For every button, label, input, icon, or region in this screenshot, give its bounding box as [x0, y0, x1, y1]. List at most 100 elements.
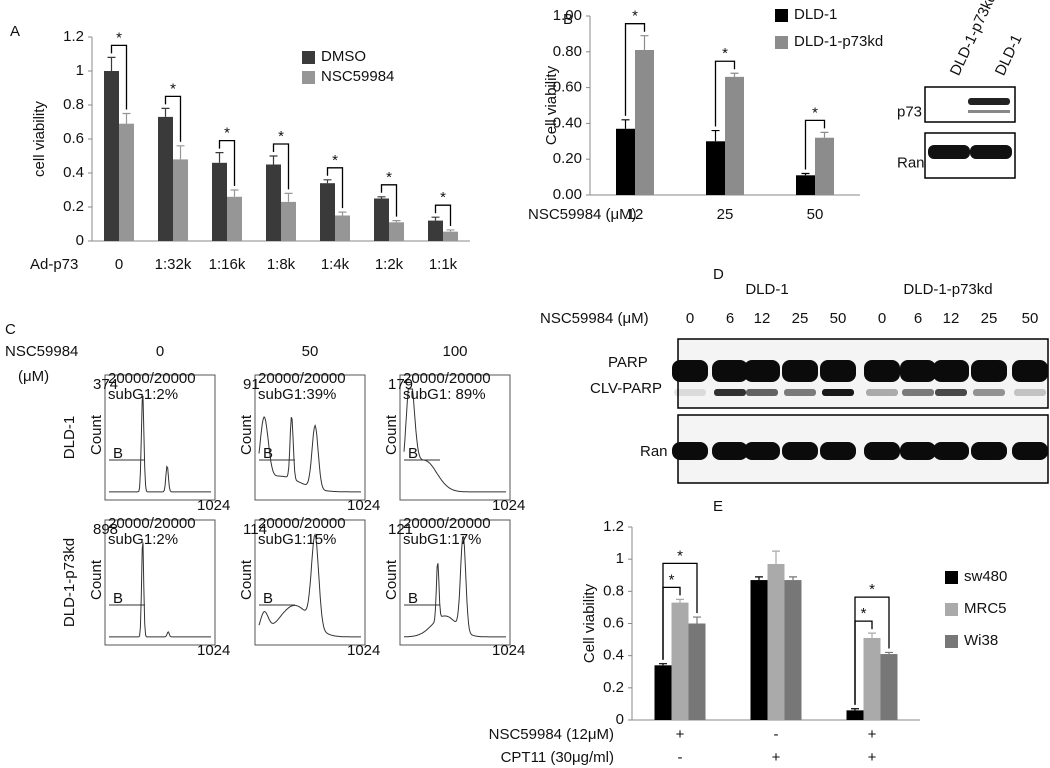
legend-label: sw480	[964, 568, 1007, 585]
band	[935, 389, 967, 396]
y-tick-label: 0.00	[553, 186, 582, 203]
error-bar	[122, 112, 131, 124]
legend-label: Wi38	[964, 632, 998, 649]
x-tick-label: 12	[627, 206, 644, 223]
band	[672, 442, 708, 460]
band	[864, 360, 900, 382]
x-tick-label: 1:1k	[429, 256, 458, 273]
bar	[767, 563, 785, 720]
histogram-ymax: 114	[243, 521, 267, 538]
histogram	[404, 536, 506, 638]
lane-label: 0	[686, 310, 694, 327]
band	[1012, 442, 1048, 460]
y-axis-label: Cell viability	[581, 583, 598, 663]
x-tick-label: 50	[807, 206, 824, 223]
lane-label: 12	[943, 310, 960, 327]
error-bar	[338, 211, 347, 216]
band	[712, 360, 748, 382]
y-tick-label: 0.80	[553, 43, 582, 60]
counter: 20000/20000	[403, 515, 491, 532]
bar	[750, 580, 768, 720]
histogram	[109, 542, 211, 638]
histogram-ylabel: Count	[383, 559, 400, 600]
significance-bracket	[714, 60, 736, 127]
histogram-xmax: 1024	[197, 497, 230, 514]
histogram	[109, 395, 211, 493]
group-label: DLD-1-p73kd	[903, 281, 992, 298]
legend-swatch	[302, 71, 315, 84]
dose-label: 0	[156, 343, 164, 360]
lane-label: 0	[878, 310, 886, 327]
significance-star: *	[722, 45, 728, 62]
band	[971, 360, 1007, 382]
gate-label: B	[263, 590, 273, 607]
band	[674, 389, 706, 396]
x-tick-label: 1:8k	[267, 256, 296, 273]
band	[1014, 389, 1046, 396]
condition-sign: +	[868, 726, 877, 743]
y-tick-label: 1	[616, 550, 624, 567]
error-bar	[377, 196, 386, 199]
y-axis-label: cell viability	[31, 101, 48, 177]
lane-label: 6	[914, 310, 922, 327]
bar	[863, 637, 881, 720]
band	[672, 360, 708, 382]
band	[820, 360, 856, 382]
bar	[119, 123, 134, 241]
lane-label: DLD-1-p73kd	[947, 0, 1000, 78]
histogram-ymax: 121	[388, 521, 413, 538]
significance-bracket	[164, 95, 182, 142]
bar	[796, 175, 815, 195]
histogram-ylabel: Count	[88, 559, 105, 600]
counter: 20000/20000	[108, 370, 196, 387]
x-tick-label: 1:16k	[209, 256, 246, 273]
x-tick-label: 0	[115, 256, 123, 273]
x-tick-label: 1:2k	[375, 256, 404, 273]
dose-label: 50	[302, 343, 319, 360]
error-bar	[885, 651, 893, 655]
bar	[880, 654, 898, 720]
counter: 20000/20000	[108, 515, 196, 532]
x-axis-label: Ad-p73	[30, 256, 78, 273]
bar	[212, 162, 227, 241]
error-bar	[789, 576, 797, 581]
condition-sign: +	[772, 749, 781, 766]
condition-sign: +	[676, 726, 685, 743]
y-tick-label: 1	[76, 62, 84, 79]
condition-label: CPT11 (30μg/ml)	[501, 749, 614, 766]
error-bar	[868, 632, 876, 638]
significance-star: *	[332, 152, 338, 169]
histogram-xmax: 1024	[197, 642, 230, 659]
treatment-label: NSC59984 (μM)	[540, 310, 649, 327]
y-tick-label: 0.2	[603, 679, 624, 696]
gate-label: B	[113, 590, 123, 607]
error-bar	[446, 229, 455, 232]
significance-bracket	[434, 204, 452, 226]
gate-label: B	[408, 590, 418, 607]
error-bar	[693, 616, 701, 624]
row-label: PARP	[608, 354, 648, 371]
error-bar	[284, 192, 293, 202]
band	[744, 442, 780, 460]
subg1-label: subG1:15%	[258, 531, 336, 548]
y-tick-label: 0.20	[553, 150, 582, 167]
band	[933, 442, 969, 460]
band	[784, 389, 816, 396]
y-tick-label: 0	[616, 711, 624, 728]
band	[933, 360, 969, 382]
band	[968, 110, 1010, 113]
band	[782, 442, 818, 460]
histogram-ylabel: Count	[383, 414, 400, 455]
histogram	[403, 388, 506, 493]
histogram-ylabel: Count	[238, 414, 255, 455]
histogram-xmax: 1024	[347, 642, 380, 659]
error-bar	[801, 172, 810, 176]
histogram-ymax: 91	[243, 376, 260, 393]
histogram-frame	[104, 374, 216, 501]
error-bar	[269, 155, 278, 165]
subg1-label: subG1:2%	[108, 386, 178, 403]
error-bar	[215, 152, 224, 163]
bar	[635, 50, 654, 196]
significance-bracket	[854, 596, 890, 705]
